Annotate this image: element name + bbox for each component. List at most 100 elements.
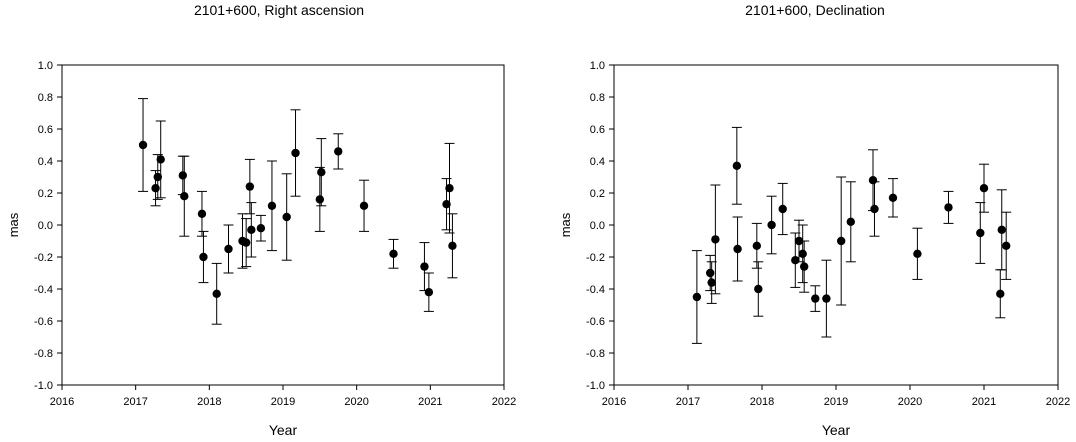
data-point-group bbox=[753, 261, 764, 317]
data-point bbox=[913, 249, 922, 258]
x-axis-label: Year bbox=[822, 422, 851, 438]
data-point bbox=[706, 268, 715, 278]
data-point-group bbox=[211, 262, 222, 325]
data-point-group bbox=[241, 218, 252, 268]
data-point bbox=[944, 203, 953, 212]
x-tick-label: 2019 bbox=[271, 396, 295, 408]
data-point-group bbox=[388, 238, 399, 269]
data-point-group bbox=[223, 224, 234, 274]
data-point bbox=[291, 148, 300, 158]
data-point bbox=[224, 244, 233, 254]
y-tick-label: 1.0 bbox=[590, 60, 605, 72]
data-point-group bbox=[706, 261, 717, 304]
data-point bbox=[153, 172, 162, 182]
y-tick-label: -0.4 bbox=[34, 284, 53, 296]
data-point-group bbox=[691, 250, 702, 344]
data-point-group bbox=[777, 182, 788, 236]
data-point bbox=[180, 192, 189, 201]
y-tick-label: 0.0 bbox=[38, 220, 53, 232]
y-tick-label: 0.8 bbox=[38, 92, 53, 104]
data-point-group bbox=[1001, 211, 1012, 280]
data-point bbox=[870, 204, 879, 214]
data-point-group bbox=[255, 214, 266, 242]
y-tick-label: 0.0 bbox=[590, 220, 605, 232]
data-point bbox=[156, 155, 165, 164]
plot-frame bbox=[613, 64, 1059, 386]
data-point-group bbox=[943, 190, 954, 224]
y-tick-label: 0.6 bbox=[38, 124, 53, 136]
data-point-group bbox=[138, 98, 149, 192]
data-point-group bbox=[869, 181, 880, 237]
data-point-group bbox=[447, 213, 458, 279]
data-point-group bbox=[179, 155, 190, 237]
data-point bbox=[811, 294, 820, 303]
chart-declination: 2101+600, Declination 2016 2017 2018 2019 20… bbox=[538, 0, 1076, 442]
data-point bbox=[836, 236, 846, 246]
x-tick-label: 2020 bbox=[344, 396, 368, 408]
y-tick-label: -1.0 bbox=[586, 380, 605, 392]
data-point bbox=[996, 289, 1005, 298]
data-point bbox=[151, 184, 160, 193]
y-tick-label: 0.2 bbox=[590, 188, 605, 200]
data-point-group bbox=[995, 269, 1006, 319]
data-point bbox=[241, 238, 251, 247]
data-point bbox=[256, 224, 266, 233]
y-tick-label: 1.0 bbox=[38, 60, 53, 72]
data-point-group bbox=[359, 179, 370, 232]
data-point-group bbox=[979, 163, 989, 213]
data-point bbox=[798, 249, 807, 258]
data-point-group bbox=[266, 160, 277, 252]
x-tick-label: 2020 bbox=[898, 396, 922, 408]
data-point-group bbox=[836, 176, 847, 306]
x-tick-label: 2018 bbox=[750, 396, 774, 408]
x-tick-label: 2021 bbox=[972, 396, 996, 408]
data-point bbox=[733, 244, 742, 254]
data-point bbox=[976, 228, 985, 238]
data-point-group bbox=[821, 259, 832, 338]
x-tick-label: 2022 bbox=[492, 396, 516, 408]
y-tick-label: 0.4 bbox=[38, 156, 53, 168]
data-point-group bbox=[314, 166, 325, 232]
data-point-group bbox=[198, 230, 209, 284]
data-point bbox=[247, 225, 256, 234]
data-point-group bbox=[316, 138, 327, 207]
data-point-group bbox=[912, 227, 923, 280]
data-point bbox=[424, 288, 434, 297]
data-point bbox=[138, 140, 148, 150]
chart-title: 2101+600, Declination bbox=[745, 2, 885, 18]
data-point bbox=[692, 292, 702, 302]
y-axis-label: mas bbox=[6, 212, 21, 237]
y-tick-label: 0.2 bbox=[38, 188, 53, 200]
data-point bbox=[442, 200, 451, 209]
data-point bbox=[997, 225, 1006, 234]
x-tick-label: 2018 bbox=[197, 396, 221, 408]
data-point bbox=[979, 184, 989, 193]
x-tick-label: 2017 bbox=[676, 396, 700, 408]
data-point bbox=[420, 262, 429, 271]
data-point-group bbox=[444, 142, 455, 234]
plot-frame bbox=[61, 64, 505, 386]
data-point bbox=[282, 212, 291, 222]
data-point-group bbox=[155, 120, 166, 199]
data-point-group bbox=[290, 109, 301, 197]
data-point bbox=[752, 241, 762, 250]
data-point-group bbox=[244, 158, 255, 215]
data-point bbox=[822, 294, 831, 303]
data-point bbox=[212, 289, 221, 298]
data-point-group bbox=[333, 133, 344, 170]
data-point-group bbox=[996, 189, 1007, 271]
y-tick-label: -0.6 bbox=[586, 316, 605, 328]
data-point bbox=[315, 195, 325, 204]
data-point-group bbox=[868, 149, 878, 212]
data-point-group bbox=[799, 240, 810, 293]
data-point bbox=[197, 209, 207, 218]
plot-right-ascension: 2016 2017 2018 2019 2020 2021 2022 1.0 0.8 0.6 0.4… bbox=[6, 60, 516, 438]
x-tick-label: 2016 bbox=[602, 396, 626, 408]
data-point-group bbox=[246, 202, 257, 258]
y-tick-label: -0.2 bbox=[586, 252, 605, 264]
data-point bbox=[868, 176, 878, 185]
data-point bbox=[389, 249, 398, 258]
data-point-group bbox=[177, 155, 188, 196]
data-point bbox=[778, 204, 787, 214]
data-point bbox=[334, 147, 343, 156]
